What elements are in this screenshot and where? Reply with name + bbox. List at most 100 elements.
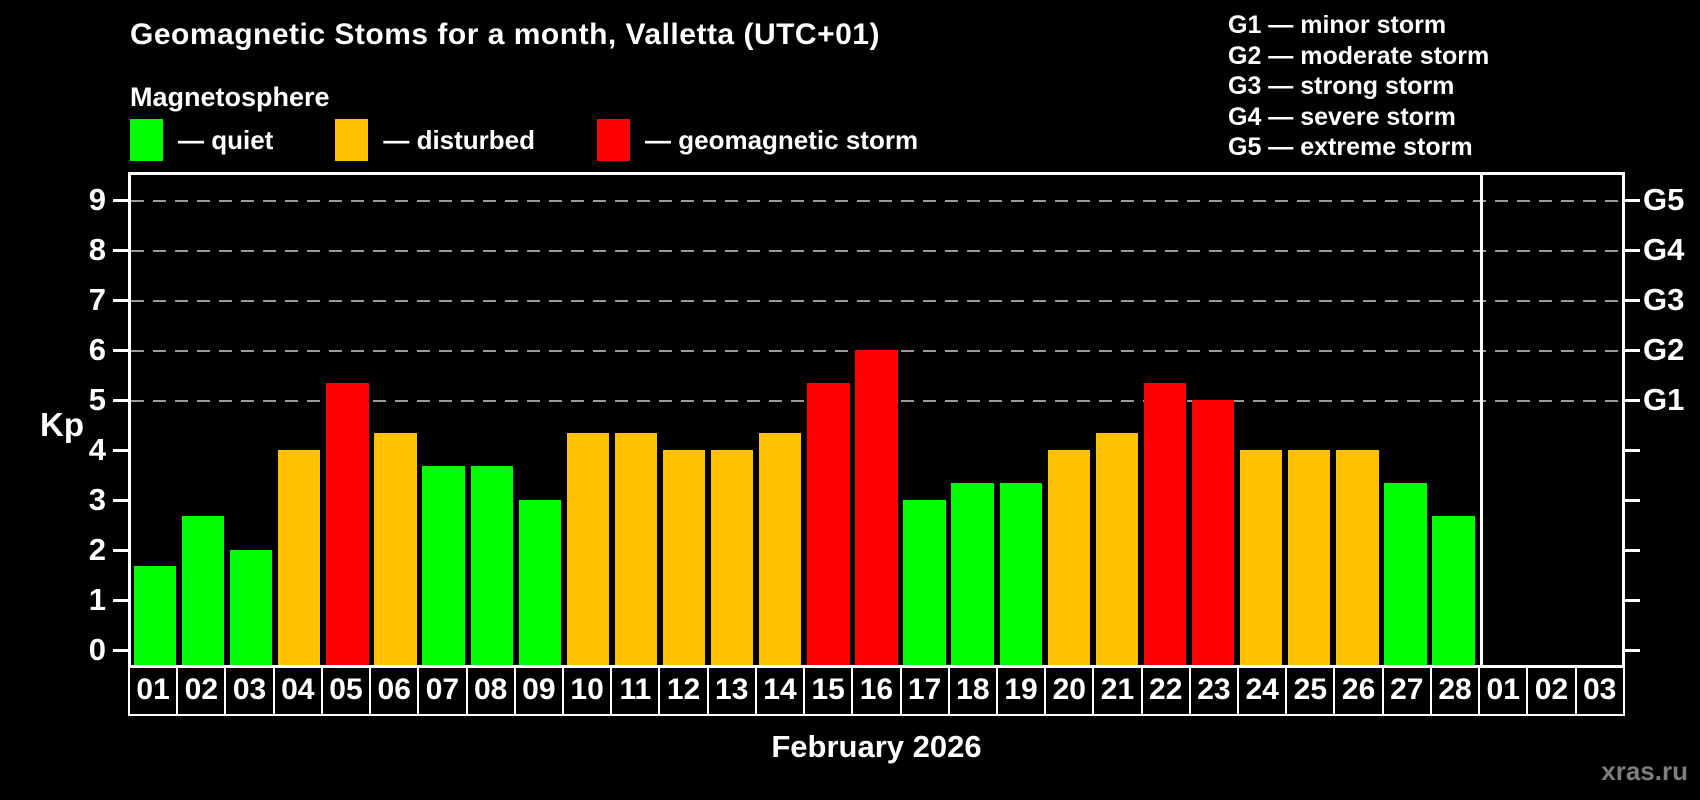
x-axis-day-labels: 01 02 03 04 05 06 07 08 09 10 11 12 13 14 15 16 17 18 19 20… (128, 666, 1625, 716)
g-level-label-G4: G4 (1643, 232, 1685, 267)
g-legend-line-1: G1 — minor storm (1228, 11, 1447, 39)
bar-cell-12 (660, 175, 708, 665)
g-legend-line-5: G5 — extreme storm (1228, 133, 1473, 162)
bar-day-07 (422, 466, 465, 665)
day-label-feb-05: 05 (320, 666, 372, 716)
day-label-feb-08: 08 (465, 666, 516, 716)
day-label-feb-17: 17 (899, 666, 950, 716)
right-tick-kp2 (1625, 549, 1640, 552)
bar-cell-13 (708, 175, 756, 665)
y-tick-label-8: 8 (88, 232, 106, 267)
g-level-label-G1: G1 (1643, 382, 1685, 417)
bar-cell-05 (323, 175, 371, 665)
y-tick-label-2: 2 (88, 532, 106, 567)
bar-cell-10 (564, 175, 612, 665)
bar-day-05 (326, 383, 369, 665)
bar-cell-02 (179, 175, 227, 665)
left-tick-kp6 (113, 349, 128, 352)
legend-item-storm: — geomagnetic storm (597, 119, 918, 161)
bar-day-22 (1143, 383, 1187, 665)
bar-cell-01 (1478, 175, 1526, 665)
day-label-mar-01: 01 (1478, 666, 1529, 716)
right-tick-kp7 (1625, 299, 1640, 302)
bar-day-19 (999, 483, 1042, 665)
bar-day-27 (1384, 483, 1427, 665)
y-tick-label-9: 9 (88, 182, 106, 217)
bar-cell-19 (997, 175, 1045, 665)
day-label-feb-07: 07 (417, 666, 468, 716)
quiet-color-swatch (130, 119, 163, 161)
x-axis-title: February 2026 (771, 729, 982, 764)
legend: — quiet — disturbed — geomagnetic storm (130, 118, 980, 162)
bar-cell-03 (1574, 175, 1622, 665)
day-label-feb-18: 18 (947, 666, 998, 716)
right-tick-kp0 (1625, 649, 1640, 652)
day-label-feb-22: 22 (1140, 666, 1191, 716)
left-tick-kp0 (113, 649, 128, 652)
bar-cell-28 (1430, 175, 1478, 665)
disturbed-color-swatch (335, 119, 369, 161)
legend-item-label: — disturbed (383, 124, 536, 155)
g-level-label-G3: G3 (1643, 282, 1685, 317)
day-label-feb-09: 09 (513, 666, 564, 716)
left-tick-kp9 (113, 199, 128, 202)
right-tick-kp8 (1625, 249, 1640, 252)
bar-day-26 (1336, 450, 1379, 665)
bar-day-10 (566, 433, 610, 665)
y-axis-title: Kp (40, 406, 84, 443)
y-tick-label-4: 4 (88, 432, 106, 467)
day-label-feb-20: 20 (1044, 666, 1095, 716)
left-tick-kp4 (113, 449, 128, 452)
g-legend-line-4: G4 — severe storm (1228, 102, 1456, 131)
bar-day-17 (903, 500, 946, 665)
bar-cell-23 (1189, 175, 1237, 665)
plot-area (128, 172, 1625, 668)
day-label-feb-03: 03 (224, 666, 275, 716)
left-tick-kp1 (113, 599, 128, 602)
right-tick-kp9 (1625, 199, 1640, 202)
bar-cell-06 (371, 175, 419, 665)
day-label-feb-04: 04 (272, 666, 323, 716)
bar-cell-09 (516, 175, 564, 665)
day-label-feb-01: 01 (128, 666, 179, 716)
bar-day-14 (759, 433, 802, 665)
day-label-feb-27: 27 (1381, 666, 1432, 716)
bar-day-04 (278, 450, 321, 665)
g-level-label-G2: G2 (1643, 332, 1685, 367)
g-level-label-G5: G5 (1643, 182, 1685, 217)
right-tick-kp1 (1625, 599, 1640, 602)
bar-day-01 (133, 566, 177, 665)
bar-cell-24 (1237, 175, 1285, 665)
gridline-kp9 (131, 200, 1622, 202)
watermark: xras.ru (1601, 756, 1688, 786)
right-tick-kp6 (1625, 349, 1640, 352)
g-scale-legend: G1 — minor storm G2 — moderate storm G3 — … (1228, 10, 1489, 163)
g-legend-line-3: G3 — strong storm (1228, 72, 1455, 101)
bar-cell-16 (852, 175, 900, 665)
bar-day-28 (1432, 516, 1475, 665)
bar-day-15 (807, 383, 850, 665)
bar-cell-08 (468, 175, 516, 665)
day-label-feb-21: 21 (1092, 666, 1143, 716)
g-legend-line-2: G2 — moderate storm (1228, 41, 1490, 70)
right-tick-kp5 (1625, 399, 1640, 402)
y-tick-label-3: 3 (88, 482, 106, 517)
day-label-feb-10: 10 (561, 666, 613, 716)
bars-container (131, 175, 1622, 665)
bar-day-12 (662, 450, 706, 665)
y-tick-label-1: 1 (88, 582, 106, 617)
gridline-kp8 (131, 250, 1622, 252)
bar-cell-03 (227, 175, 275, 665)
left-tick-kp7 (113, 299, 128, 302)
legend-item-label: — quiet (178, 124, 274, 155)
day-label-feb-15: 15 (803, 666, 854, 716)
bar-day-21 (1095, 433, 1139, 665)
y-tick-label-7: 7 (88, 282, 106, 317)
bar-day-02 (181, 516, 225, 665)
bar-day-25 (1288, 450, 1331, 665)
chart-title: Geomagnetic Stoms for a month, Valletta … (130, 18, 880, 51)
bar-cell-21 (1093, 175, 1141, 665)
legend-item-quiet: — quiet (130, 119, 273, 161)
y-tick-label-5: 5 (88, 382, 106, 417)
